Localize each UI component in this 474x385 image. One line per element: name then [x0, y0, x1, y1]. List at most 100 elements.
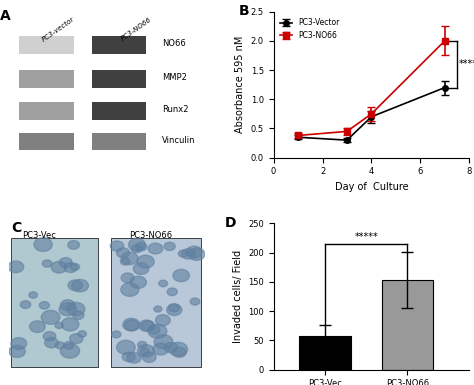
Circle shape — [190, 298, 200, 305]
Text: PC3-vector: PC3-vector — [41, 16, 76, 43]
Circle shape — [68, 241, 80, 249]
Circle shape — [121, 283, 139, 296]
Text: B: B — [238, 4, 249, 18]
Circle shape — [121, 273, 134, 283]
Circle shape — [123, 318, 140, 331]
Circle shape — [55, 342, 64, 349]
Circle shape — [42, 260, 52, 267]
Circle shape — [154, 335, 173, 348]
Circle shape — [127, 352, 141, 363]
Bar — [91, 133, 146, 151]
Circle shape — [167, 304, 182, 316]
Circle shape — [29, 292, 37, 298]
Circle shape — [130, 276, 146, 288]
Circle shape — [164, 342, 178, 353]
Y-axis label: Absorbance 595 nM: Absorbance 595 nM — [235, 36, 245, 133]
Circle shape — [60, 344, 80, 358]
Text: PC3-NO66: PC3-NO66 — [120, 16, 153, 42]
Circle shape — [34, 238, 52, 251]
Text: NO66: NO66 — [162, 39, 186, 48]
Circle shape — [173, 270, 190, 282]
Circle shape — [72, 280, 89, 292]
Circle shape — [61, 318, 79, 331]
Text: C: C — [11, 221, 22, 234]
Circle shape — [29, 321, 45, 333]
Bar — [111, 238, 201, 367]
Circle shape — [140, 348, 149, 355]
Circle shape — [60, 300, 75, 311]
Circle shape — [148, 326, 160, 334]
Circle shape — [110, 241, 124, 251]
Bar — [91, 102, 146, 120]
Circle shape — [111, 331, 121, 338]
Circle shape — [131, 245, 142, 253]
Circle shape — [178, 250, 188, 257]
Circle shape — [70, 263, 80, 270]
Circle shape — [125, 320, 139, 331]
Circle shape — [122, 352, 135, 362]
Circle shape — [137, 345, 154, 357]
Circle shape — [39, 301, 49, 309]
Circle shape — [64, 341, 74, 349]
Circle shape — [167, 288, 177, 296]
Text: PC3-NO66: PC3-NO66 — [129, 231, 172, 240]
X-axis label: Day of  Culture: Day of Culture — [335, 182, 408, 192]
Circle shape — [55, 322, 63, 328]
Bar — [19, 102, 74, 120]
Bar — [91, 37, 146, 54]
Y-axis label: Invaded cells/ Field: Invaded cells/ Field — [233, 250, 243, 343]
Text: D: D — [225, 216, 236, 230]
Bar — [91, 70, 146, 87]
Bar — [382, 280, 433, 370]
Circle shape — [11, 338, 27, 350]
Circle shape — [67, 302, 85, 316]
Bar — [300, 336, 351, 370]
Circle shape — [169, 342, 188, 356]
Circle shape — [41, 310, 60, 324]
Circle shape — [159, 280, 167, 287]
Circle shape — [117, 248, 130, 258]
Circle shape — [138, 341, 147, 348]
Text: MMP2: MMP2 — [162, 73, 187, 82]
Circle shape — [43, 331, 56, 341]
Circle shape — [20, 301, 31, 308]
Circle shape — [143, 352, 156, 362]
Bar — [11, 238, 98, 367]
Circle shape — [45, 338, 58, 348]
Circle shape — [51, 261, 67, 273]
Circle shape — [64, 263, 77, 273]
Circle shape — [188, 248, 205, 260]
Text: ****: **** — [458, 59, 474, 69]
Circle shape — [73, 311, 84, 320]
Circle shape — [59, 258, 72, 267]
Circle shape — [148, 243, 163, 254]
Circle shape — [153, 343, 169, 355]
Circle shape — [133, 263, 149, 275]
Text: *****: ***** — [355, 232, 378, 242]
Text: A: A — [0, 8, 10, 23]
Circle shape — [173, 347, 186, 357]
Circle shape — [68, 280, 82, 291]
Circle shape — [70, 334, 83, 344]
Circle shape — [139, 320, 154, 331]
Circle shape — [59, 303, 77, 316]
Circle shape — [8, 261, 24, 273]
Bar — [19, 133, 74, 151]
Circle shape — [164, 242, 175, 251]
Bar — [19, 37, 74, 54]
Legend: PC3-Vector, PC3-NO66: PC3-Vector, PC3-NO66 — [277, 15, 343, 43]
Circle shape — [141, 321, 155, 331]
Circle shape — [121, 252, 138, 264]
Circle shape — [78, 331, 86, 337]
Circle shape — [155, 315, 170, 326]
Circle shape — [136, 243, 147, 251]
Circle shape — [128, 238, 146, 251]
Circle shape — [186, 246, 202, 258]
Circle shape — [9, 345, 25, 357]
Circle shape — [117, 340, 135, 354]
Bar — [19, 70, 74, 87]
Circle shape — [148, 324, 167, 338]
Text: Runx2: Runx2 — [162, 105, 189, 114]
Circle shape — [169, 304, 180, 312]
Text: Vinculin: Vinculin — [162, 136, 196, 145]
